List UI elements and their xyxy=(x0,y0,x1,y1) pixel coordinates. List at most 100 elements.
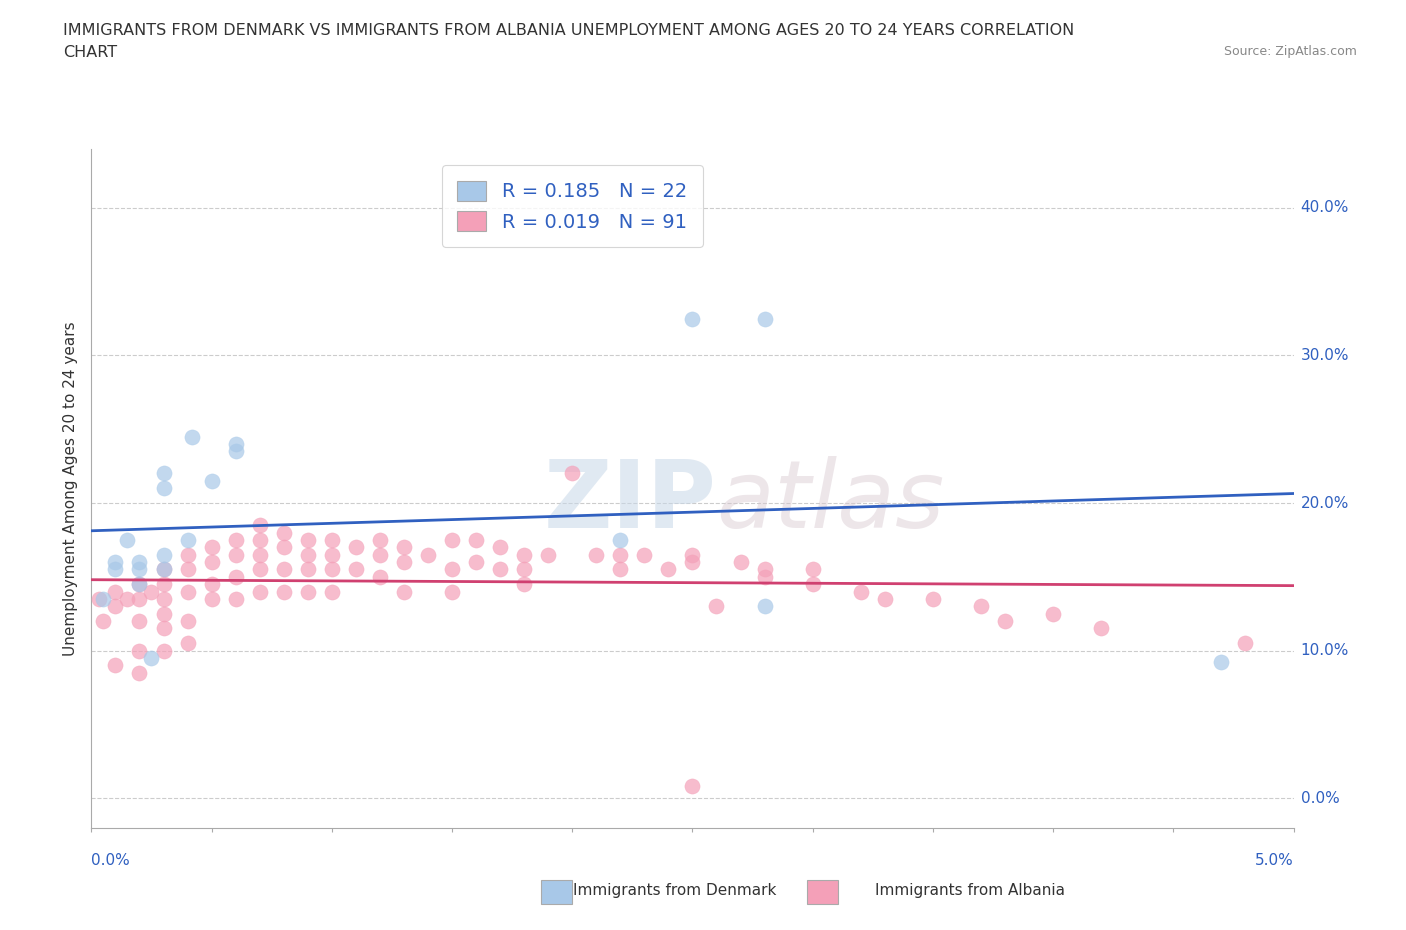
Point xyxy=(849,584,872,599)
Point xyxy=(537,547,560,562)
Point xyxy=(104,599,127,614)
Point xyxy=(1042,606,1064,621)
Point xyxy=(152,466,174,481)
Point xyxy=(152,481,174,496)
Point xyxy=(754,311,776,326)
Point xyxy=(225,547,247,562)
Point xyxy=(873,591,896,606)
Point xyxy=(225,569,247,584)
Point xyxy=(176,636,198,651)
Legend: R = 0.185   N = 22, R = 0.019   N = 91: R = 0.185 N = 22, R = 0.019 N = 91 xyxy=(441,166,703,247)
Point xyxy=(681,554,703,569)
Text: 10.0%: 10.0% xyxy=(1301,644,1348,658)
Point xyxy=(273,562,295,577)
Text: CHART: CHART xyxy=(63,45,117,60)
Point xyxy=(440,584,463,599)
Point xyxy=(297,562,319,577)
Point xyxy=(681,311,703,326)
Point xyxy=(392,554,415,569)
Y-axis label: Unemployment Among Ages 20 to 24 years: Unemployment Among Ages 20 to 24 years xyxy=(63,321,79,656)
Point xyxy=(297,584,319,599)
Point xyxy=(152,606,174,621)
Point xyxy=(117,591,139,606)
Point xyxy=(176,533,198,548)
Point xyxy=(633,547,655,562)
Point xyxy=(465,554,488,569)
Point xyxy=(225,444,247,458)
Point xyxy=(801,577,824,591)
Point xyxy=(561,466,583,481)
Point xyxy=(176,562,198,577)
Point xyxy=(104,584,127,599)
Point xyxy=(754,599,776,614)
Point xyxy=(128,665,150,680)
Point xyxy=(152,621,174,636)
Point xyxy=(368,547,391,562)
Point xyxy=(609,533,631,548)
Point xyxy=(128,562,150,577)
Point xyxy=(104,554,127,569)
Point xyxy=(249,584,271,599)
Point xyxy=(681,547,703,562)
Point xyxy=(201,577,224,591)
Point xyxy=(754,562,776,577)
Point xyxy=(489,562,512,577)
Point xyxy=(141,584,163,599)
Text: 5.0%: 5.0% xyxy=(1254,853,1294,868)
Point xyxy=(801,562,824,577)
Point xyxy=(104,658,127,672)
Point xyxy=(922,591,945,606)
Point xyxy=(970,599,993,614)
Point xyxy=(128,644,150,658)
Text: Immigrants from Albania: Immigrants from Albania xyxy=(875,884,1066,898)
Point xyxy=(321,547,343,562)
Point xyxy=(225,533,247,548)
Point xyxy=(440,562,463,577)
Point xyxy=(609,547,631,562)
Point xyxy=(273,584,295,599)
Point xyxy=(128,554,150,569)
Point xyxy=(201,591,224,606)
Point xyxy=(368,533,391,548)
Text: Immigrants from Denmark: Immigrants from Denmark xyxy=(574,884,776,898)
Point xyxy=(706,599,728,614)
Point xyxy=(513,577,536,591)
Point xyxy=(152,562,174,577)
Point xyxy=(249,547,271,562)
Point xyxy=(273,525,295,540)
Point xyxy=(87,591,110,606)
Text: 20.0%: 20.0% xyxy=(1301,496,1348,511)
Point xyxy=(249,518,271,533)
Point xyxy=(201,473,224,488)
Text: ZIP: ZIP xyxy=(544,456,717,548)
Point xyxy=(104,562,127,577)
Point xyxy=(249,562,271,577)
Point xyxy=(152,591,174,606)
Point xyxy=(273,539,295,554)
Point xyxy=(152,644,174,658)
Point xyxy=(141,651,163,666)
Point xyxy=(297,547,319,562)
Point xyxy=(225,591,247,606)
Point xyxy=(225,436,247,451)
Point xyxy=(754,569,776,584)
Point xyxy=(128,577,150,591)
Point xyxy=(416,547,439,562)
Point xyxy=(249,533,271,548)
Point xyxy=(681,779,703,794)
Point xyxy=(93,591,115,606)
Point xyxy=(128,591,150,606)
Point xyxy=(152,547,174,562)
Text: 30.0%: 30.0% xyxy=(1301,348,1348,363)
Point xyxy=(730,554,752,569)
Point xyxy=(392,584,415,599)
Point xyxy=(368,569,391,584)
Point xyxy=(609,562,631,577)
Point xyxy=(181,429,204,444)
Point xyxy=(176,614,198,629)
Point xyxy=(994,614,1017,629)
Point xyxy=(657,562,679,577)
Text: 0.0%: 0.0% xyxy=(91,853,131,868)
Point xyxy=(440,533,463,548)
Point xyxy=(152,562,174,577)
